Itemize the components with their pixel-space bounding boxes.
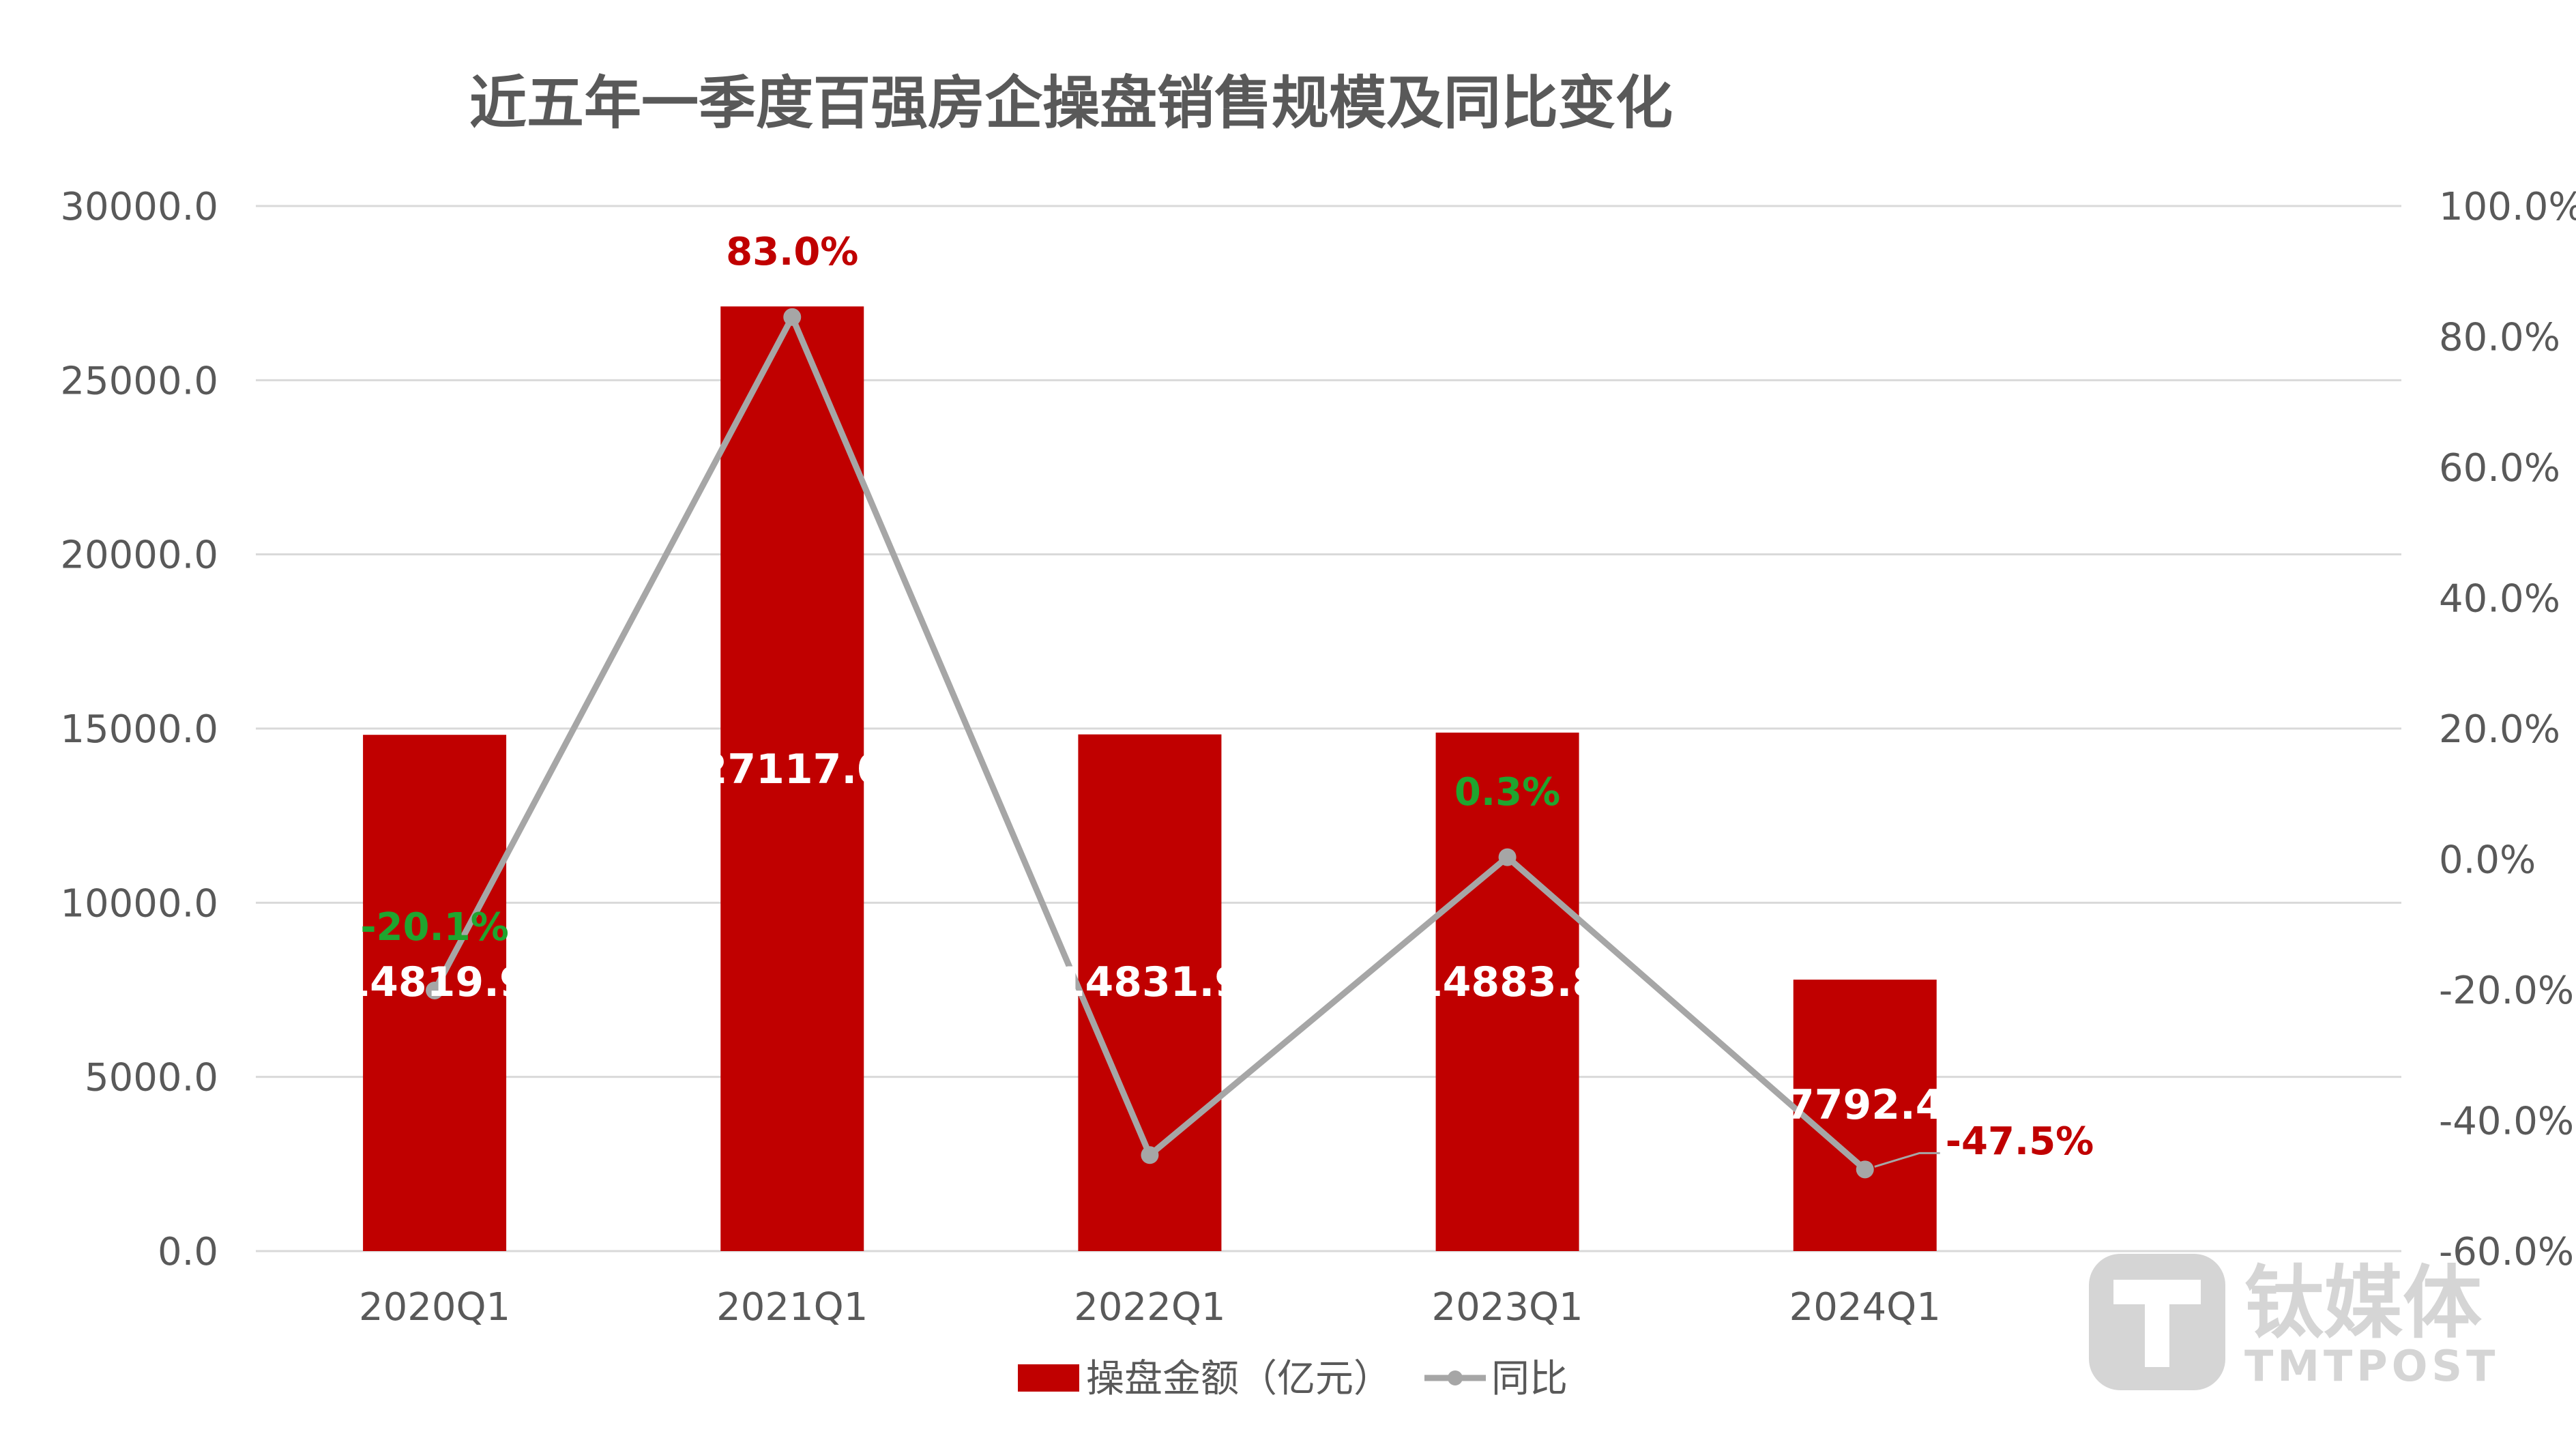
line-marker [1141, 1146, 1159, 1164]
leader-line [1874, 1151, 1940, 1168]
y-right-tick-label: 60.0% [2439, 446, 2560, 490]
y-right-tick-label: 0.0% [2439, 838, 2536, 883]
bar [1435, 732, 1579, 1251]
bar-data-label: 14831.9 [1057, 958, 1243, 1006]
y-right-tick-label: 40.0% [2439, 577, 2560, 621]
legend-bar-swatch [1018, 1364, 1079, 1392]
y-right-tick-label: 80.0% [2439, 316, 2560, 360]
y-left-tick-label: 20000.0 [60, 533, 218, 578]
y-left-tick-label: 15000.0 [60, 707, 218, 752]
y-left-tick-label: 5000.0 [85, 1056, 218, 1100]
bar-data-label: 14819.9 [341, 958, 527, 1006]
legend: 操盘金额（亿元） 同比 [1018, 1357, 1568, 1401]
chart-title: 近五年一季度百强房企操盘销售规模及同比变化 [469, 70, 1673, 136]
x-tick-label: 2022Q1 [1074, 1285, 1225, 1330]
x-tick-label: 2023Q1 [1431, 1285, 1583, 1330]
line-marker [426, 981, 444, 999]
bar [720, 306, 864, 1251]
line-data-label: 0.3% [1454, 770, 1560, 815]
x-tick-label: 2021Q1 [716, 1285, 868, 1330]
legend-line-label: 同比 [1491, 1357, 1568, 1401]
watermark-brand-en: TMTPOST [2244, 1341, 2499, 1391]
y-right-tick-label: -40.0% [2439, 1100, 2574, 1144]
x-tick-label: 2020Q1 [359, 1285, 510, 1330]
x-axis-ticks: 2020Q1 2021Q1 2022Q1 2023Q1 2024Q1 [359, 1285, 1941, 1330]
legend-line-marker [1448, 1370, 1463, 1385]
line-data-label: -47.5% [1946, 1119, 2094, 1164]
x-tick-label: 2024Q1 [1789, 1285, 1941, 1330]
bar-data-labels: 14819.9 27117.0 14831.9 14883.8 7792.4 [341, 746, 1944, 1129]
bar [1793, 980, 1937, 1251]
line-marker [1856, 1160, 1874, 1179]
y-right-tick-label: 100.0% [2439, 185, 2576, 229]
watermark: 钛媒体 TMTPOST [2089, 1254, 2499, 1391]
y-left-tick-label: 10000.0 [60, 881, 218, 926]
right-axis-ticks: -60.0% -40.0% -20.0% 0.0% 20.0% 40.0% 60.0% 80.… [2439, 185, 2576, 1274]
watermark-brand-cn: 钛媒体 [2244, 1257, 2482, 1349]
bar [1078, 734, 1222, 1251]
line-marker [1498, 848, 1517, 866]
y-right-tick-label: -20.0% [2439, 969, 2574, 1013]
line-marker [783, 308, 802, 326]
line-data-label: -20.1% [360, 905, 509, 950]
y-left-tick-label: 25000.0 [60, 359, 218, 403]
line-series [426, 308, 1874, 1179]
bar-data-label: 14883.8 [1414, 958, 1600, 1006]
bar-data-label: 7792.4 [1786, 1081, 1944, 1129]
legend-bar-label: 操盘金额（亿元） [1086, 1357, 1392, 1401]
y-right-tick-label: -60.0% [2439, 1230, 2574, 1274]
y-right-tick-label: 20.0% [2439, 707, 2560, 752]
y-left-tick-label: 0.0 [158, 1230, 218, 1274]
line-data-label: 83.0% [726, 230, 858, 274]
bar-data-label: 27117.0 [699, 746, 886, 793]
line-data-labels: -20.1% 83.0% 0.3% -47.5% [360, 230, 2094, 1168]
left-axis-ticks: 0.0 5000.0 10000.0 15000.0 20000.0 25000.0 300… [60, 185, 218, 1274]
y-left-tick-label: 30000.0 [60, 185, 218, 229]
gridlines [256, 205, 2401, 1252]
